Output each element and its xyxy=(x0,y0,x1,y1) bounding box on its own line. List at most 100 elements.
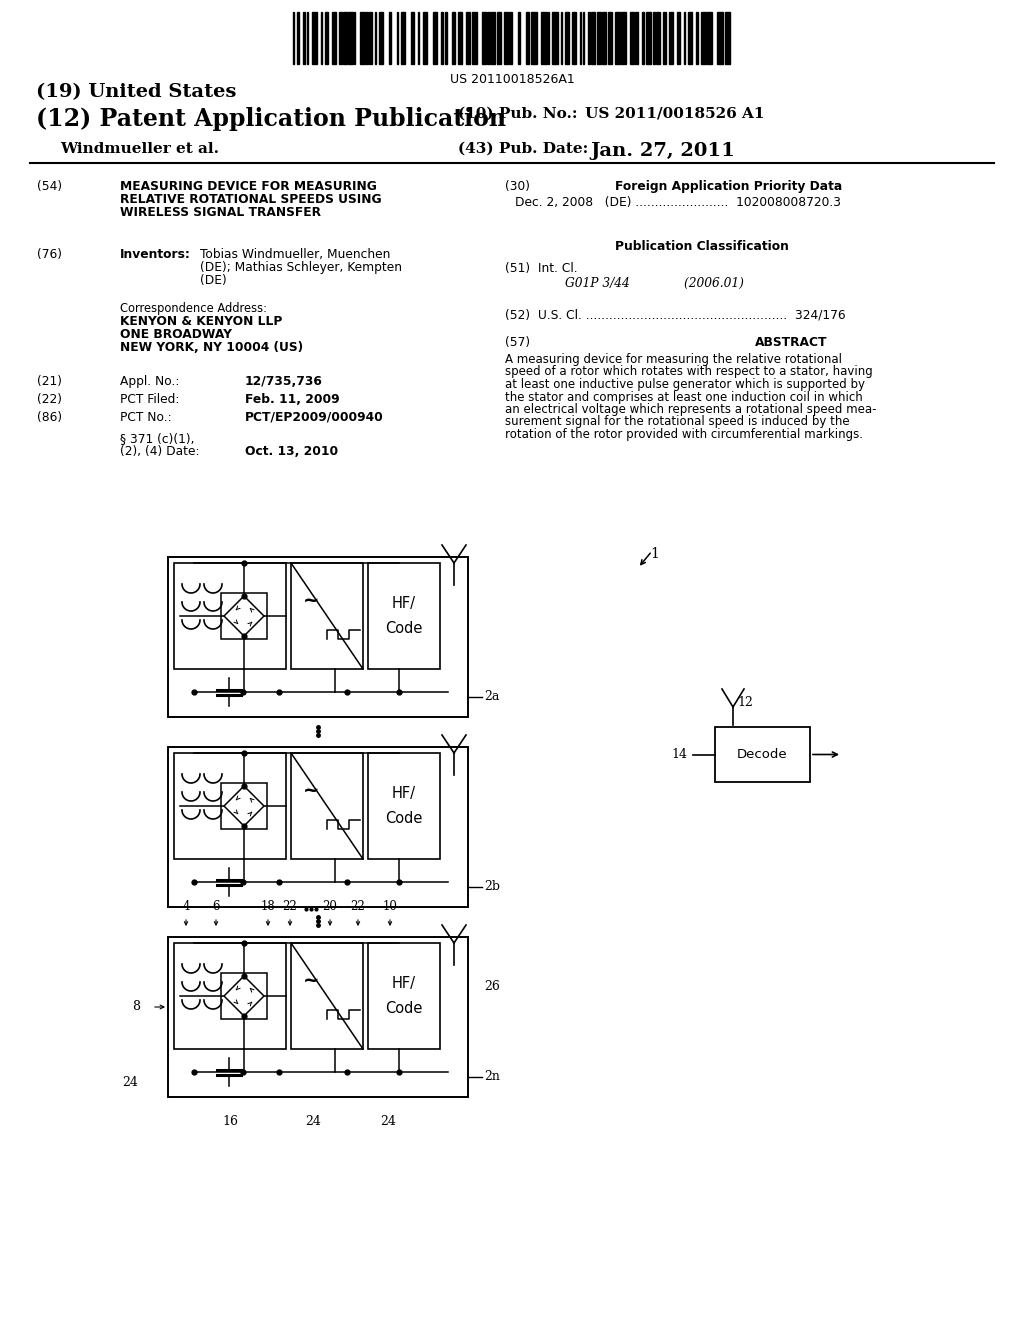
Bar xyxy=(359,12,366,63)
Bar xyxy=(375,12,376,63)
Bar xyxy=(642,12,644,63)
Bar xyxy=(583,12,584,63)
Bar xyxy=(717,12,723,63)
Bar xyxy=(291,942,362,1049)
Bar xyxy=(411,12,414,63)
Text: (2), (4) Date:: (2), (4) Date: xyxy=(120,445,200,458)
Bar xyxy=(418,12,419,63)
Text: ONE BROADWAY: ONE BROADWAY xyxy=(120,327,232,341)
Text: 24: 24 xyxy=(305,1115,321,1129)
Text: PCT/EP2009/000940: PCT/EP2009/000940 xyxy=(245,411,384,424)
Text: HF/: HF/ xyxy=(392,785,416,801)
Text: Code: Code xyxy=(385,812,423,826)
Bar xyxy=(656,12,660,63)
Bar xyxy=(303,12,305,63)
Bar xyxy=(368,564,440,669)
Bar xyxy=(700,12,707,63)
Bar xyxy=(684,12,685,63)
Bar xyxy=(174,752,286,859)
Bar xyxy=(548,12,550,63)
Bar xyxy=(560,12,562,63)
Bar xyxy=(174,564,286,669)
Text: at least one inductive pulse generator which is supported by: at least one inductive pulse generator w… xyxy=(505,378,865,391)
Text: (76): (76) xyxy=(37,248,62,261)
Bar xyxy=(441,12,442,63)
Bar xyxy=(607,12,611,63)
Bar xyxy=(504,12,508,63)
Bar xyxy=(487,12,489,63)
Text: NEW YORK, NY 10004 (US): NEW YORK, NY 10004 (US) xyxy=(120,341,303,354)
Text: 22: 22 xyxy=(350,900,366,913)
Text: rotation of the rotor provided with circumferential markings.: rotation of the rotor provided with circ… xyxy=(505,428,863,441)
Text: (43) Pub. Date:: (43) Pub. Date: xyxy=(458,143,588,156)
Text: (52)  U.S. Cl. ....................................................  324/176: (52) U.S. Cl. ..........................… xyxy=(505,308,846,321)
Bar xyxy=(312,12,316,63)
Text: 1: 1 xyxy=(650,546,658,561)
Bar xyxy=(168,937,468,1097)
Text: Appl. No.:: Appl. No.: xyxy=(120,375,179,388)
Text: 2n: 2n xyxy=(484,1071,500,1084)
Bar xyxy=(221,593,267,639)
Text: RELATIVE ROTATIONAL SPEEDS USING: RELATIVE ROTATIONAL SPEEDS USING xyxy=(120,193,382,206)
Bar xyxy=(307,12,308,63)
Text: PCT Filed:: PCT Filed: xyxy=(120,393,179,407)
Bar xyxy=(291,564,362,669)
Bar xyxy=(221,783,267,829)
Bar xyxy=(541,12,547,63)
Text: (86): (86) xyxy=(37,411,62,424)
Bar xyxy=(517,12,520,63)
Text: (21): (21) xyxy=(37,375,62,388)
Text: ~: ~ xyxy=(303,590,319,610)
Text: Correspondence Address:: Correspondence Address: xyxy=(120,302,267,315)
Bar xyxy=(481,12,485,63)
Text: ABSTRACT: ABSTRACT xyxy=(755,337,827,348)
Text: WIRELESS SIGNAL TRANSFER: WIRELESS SIGNAL TRANSFER xyxy=(120,206,321,219)
Text: Publication Classification: Publication Classification xyxy=(615,240,788,253)
Text: 16: 16 xyxy=(222,1115,238,1129)
Text: 2a: 2a xyxy=(484,690,500,704)
Bar xyxy=(401,12,406,63)
Text: § 371 (c)(1),: § 371 (c)(1), xyxy=(120,432,195,445)
Text: (22): (22) xyxy=(37,393,62,407)
Bar xyxy=(389,12,391,63)
Text: 10: 10 xyxy=(383,900,397,913)
Text: 24: 24 xyxy=(122,1076,138,1089)
Bar xyxy=(669,12,673,63)
Bar xyxy=(397,12,398,63)
Bar xyxy=(591,12,595,63)
Bar xyxy=(367,12,368,63)
Bar xyxy=(526,12,528,63)
Text: 24: 24 xyxy=(380,1115,396,1129)
Text: US 20110018526A1: US 20110018526A1 xyxy=(450,73,574,86)
Text: PCT No.:: PCT No.: xyxy=(120,411,172,424)
Bar xyxy=(291,752,362,859)
Text: (DE): (DE) xyxy=(200,275,226,286)
Bar xyxy=(168,557,468,717)
Text: HF/: HF/ xyxy=(392,595,416,611)
Bar xyxy=(368,752,440,859)
Text: 22: 22 xyxy=(283,900,297,913)
Text: 6: 6 xyxy=(212,900,220,913)
Bar xyxy=(423,12,427,63)
Bar xyxy=(497,12,501,63)
Text: (57): (57) xyxy=(505,337,530,348)
Bar xyxy=(339,12,342,63)
Text: Foreign Application Priority Data: Foreign Application Priority Data xyxy=(615,180,843,193)
Bar xyxy=(433,12,437,63)
Bar xyxy=(622,12,626,63)
Bar xyxy=(370,12,372,63)
Bar xyxy=(332,12,336,63)
Text: (DE); Mathias Schleyer, Kempten: (DE); Mathias Schleyer, Kempten xyxy=(200,261,402,275)
Text: 18: 18 xyxy=(261,900,275,913)
Bar xyxy=(677,12,680,63)
Bar xyxy=(630,12,634,63)
Bar xyxy=(725,12,730,63)
Text: KENYON & KENYON LLP: KENYON & KENYON LLP xyxy=(120,315,283,327)
Text: 4: 4 xyxy=(182,900,189,913)
Bar xyxy=(368,942,440,1049)
Text: Code: Code xyxy=(385,1001,423,1016)
Text: (19) United States: (19) United States xyxy=(36,83,237,102)
Bar xyxy=(552,12,558,63)
Text: HF/: HF/ xyxy=(392,975,416,991)
Text: Feb. 11, 2009: Feb. 11, 2009 xyxy=(245,393,340,407)
